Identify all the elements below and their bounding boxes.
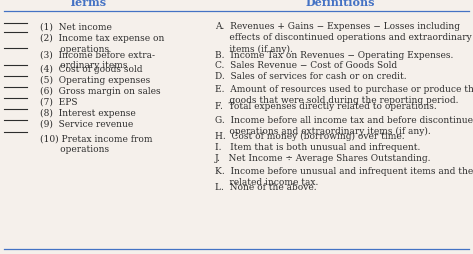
Text: F.  Total expenses directly related to operations.: F. Total expenses directly related to op… <box>215 102 437 111</box>
Text: J.   Net Income ÷ Average Shares Outstanding.: J. Net Income ÷ Average Shares Outstandi… <box>215 154 432 163</box>
Text: (3)  Income before extra-
       ordinary items: (3) Income before extra- ordinary items <box>40 50 155 70</box>
Text: C.  Sales Revenue − Cost of Goods Sold: C. Sales Revenue − Cost of Goods Sold <box>215 61 397 70</box>
Text: (2)  Income tax expense on
       operations: (2) Income tax expense on operations <box>40 34 165 54</box>
Text: I.   Item that is both unusual and infrequent.: I. Item that is both unusual and infrequ… <box>215 143 420 152</box>
Text: (6)  Gross margin on sales: (6) Gross margin on sales <box>40 87 161 96</box>
Text: (8)  Interest expense: (8) Interest expense <box>40 109 136 118</box>
Text: L.  None of the above.: L. None of the above. <box>215 183 317 192</box>
Text: (5)  Operating expenses: (5) Operating expenses <box>40 76 150 85</box>
Text: (10) Pretax income from
       operations: (10) Pretax income from operations <box>40 134 153 154</box>
Text: (7)  EPS: (7) EPS <box>40 98 78 107</box>
Text: D.  Sales of services for cash or on credit.: D. Sales of services for cash or on cred… <box>215 72 407 81</box>
Text: G.  Income before all income tax and before discontinued
     operations and ext: G. Income before all income tax and befo… <box>215 116 473 136</box>
Text: Terms: Terms <box>69 0 106 8</box>
Text: H.  Cost of money (borrowing) over time.: H. Cost of money (borrowing) over time. <box>215 132 405 141</box>
Text: (9)  Service revenue: (9) Service revenue <box>40 120 133 129</box>
Text: K.  Income before unusual and infrequent items and the
     related income tax.: K. Income before unusual and infrequent … <box>215 167 473 187</box>
Text: A.  Revenues + Gains − Expenses − Losses including
     effects of discontinued : A. Revenues + Gains − Expenses − Losses … <box>215 22 472 54</box>
Text: (1)  Net income: (1) Net income <box>40 22 112 31</box>
Text: B.  Income Tax on Revenues − Operating Expenses.: B. Income Tax on Revenues − Operating Ex… <box>215 51 454 60</box>
Text: E.  Amount of resources used to purchase or produce the
     goods that were sol: E. Amount of resources used to purchase … <box>215 85 473 105</box>
Text: (4)  Cost of goods sold: (4) Cost of goods sold <box>40 65 143 74</box>
Text: Definitions: Definitions <box>306 0 375 8</box>
